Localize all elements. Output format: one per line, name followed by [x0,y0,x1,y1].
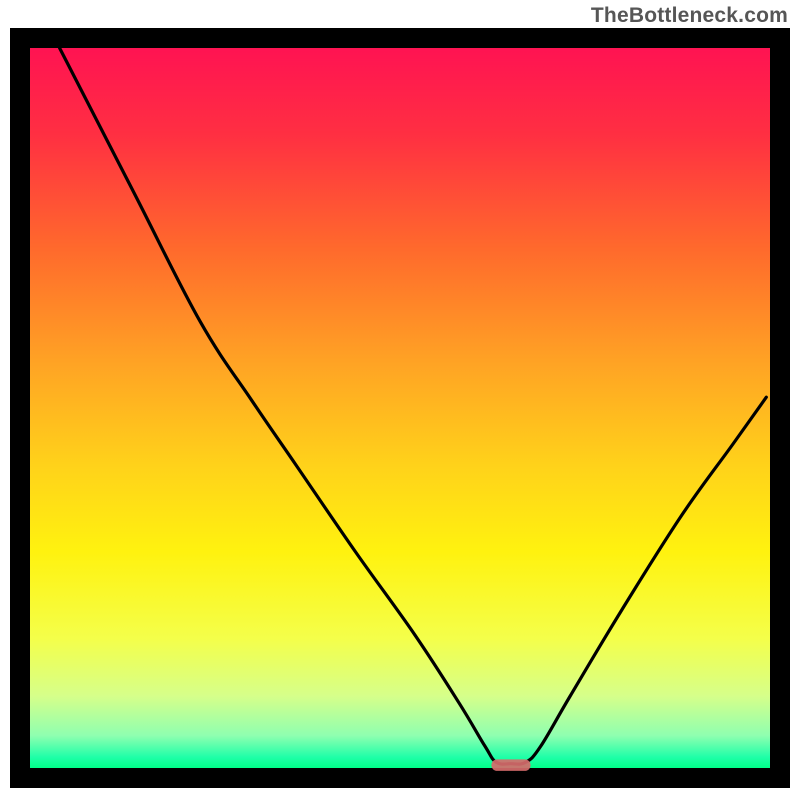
bottleneck-curve-chart [0,0,800,800]
chart-container: TheBottleneck.com [0,0,800,800]
plot-background [30,48,770,768]
watermark-text: TheBottleneck.com [591,4,788,28]
optimal-marker [491,759,530,771]
